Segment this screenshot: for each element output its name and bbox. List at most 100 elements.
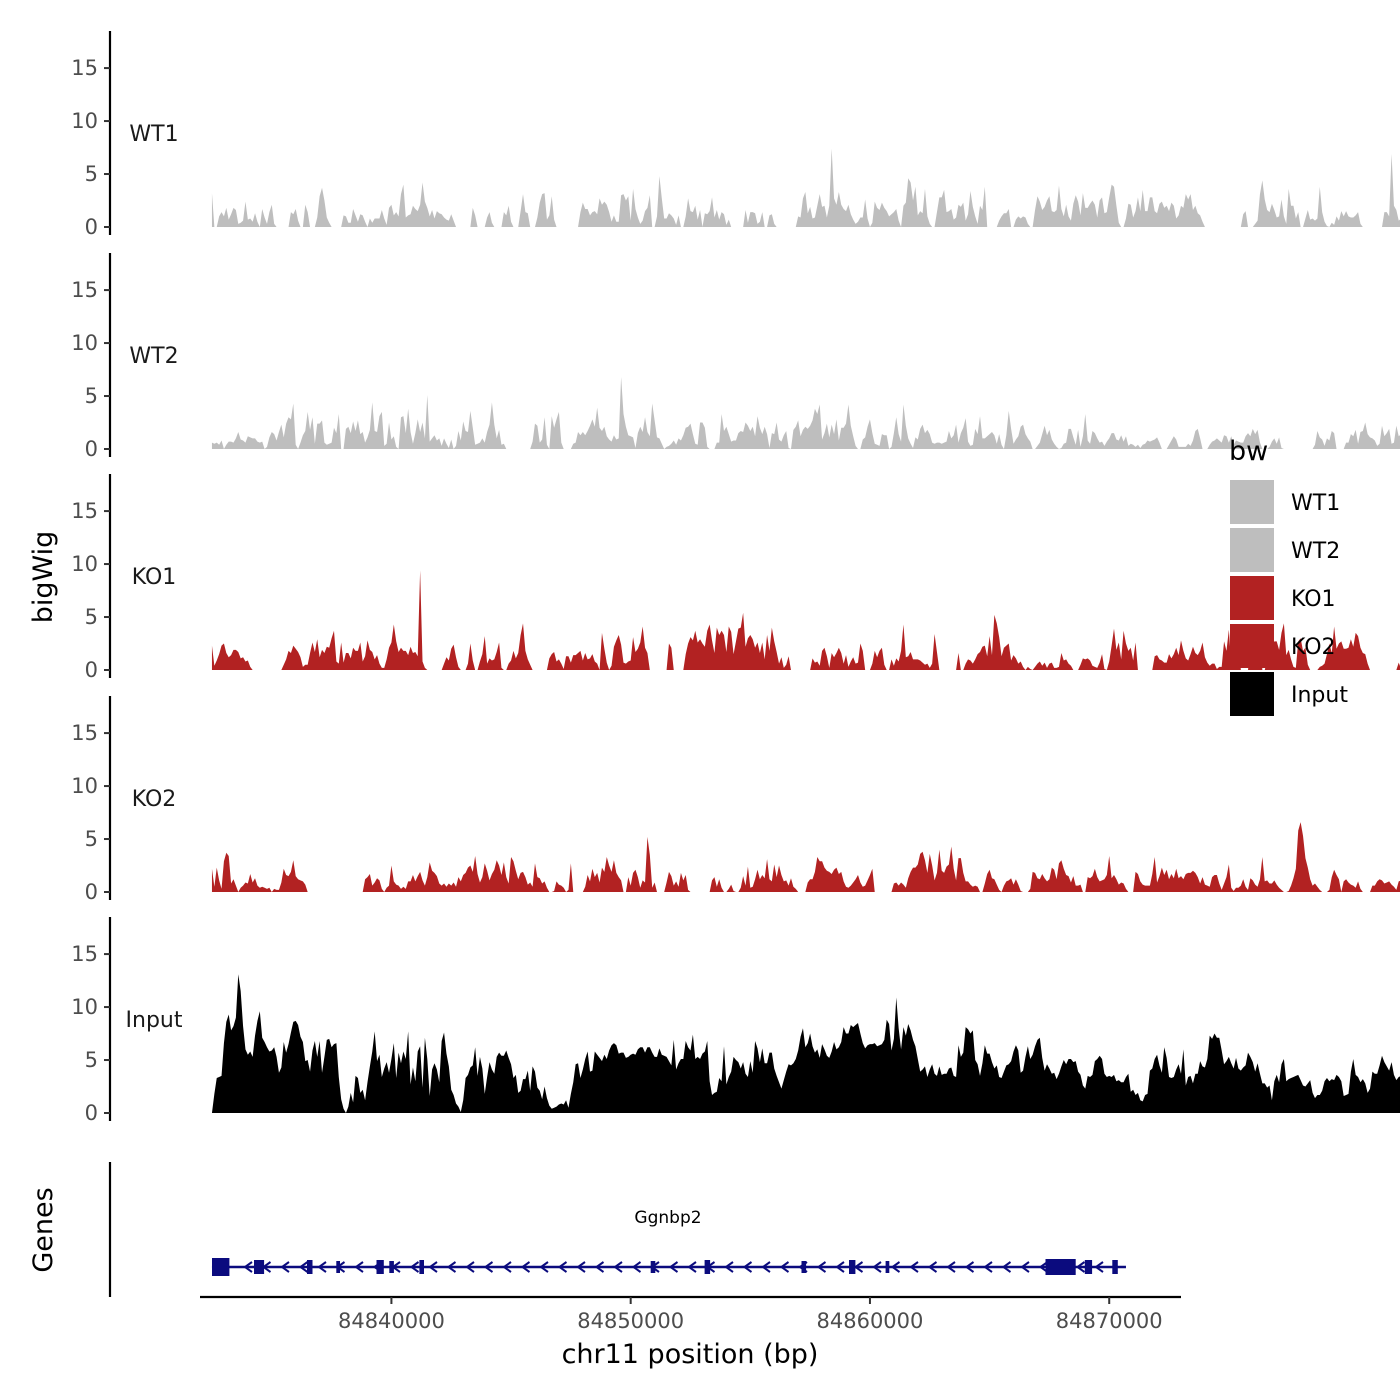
strand-arrow — [872, 1261, 882, 1273]
gene-track: Ggnbp2 — [108, 1162, 1126, 1297]
strand-arrow — [280, 1261, 290, 1273]
legend-swatch — [1230, 576, 1274, 620]
track-label: Input — [126, 1008, 183, 1033]
exon-block — [885, 1261, 890, 1273]
strand-arrow — [613, 1261, 623, 1273]
strand-arrow — [835, 1261, 845, 1273]
strand-arrow — [243, 1261, 253, 1273]
track-ko2: 0 5 10 15 KO2 — [71, 696, 1400, 904]
y-tick-label: 0 — [85, 658, 98, 682]
strand-arrow — [576, 1261, 586, 1273]
strand-arrow — [816, 1261, 827, 1273]
area-wt1 — [211, 148, 1400, 227]
track-label: KO1 — [132, 565, 177, 590]
strand-arrow — [354, 1261, 364, 1273]
strand-arrow — [1094, 1261, 1104, 1273]
y-axis-title: bigWig — [28, 531, 59, 624]
y-tick-label: 15 — [71, 721, 98, 745]
strand-arrow — [946, 1261, 956, 1273]
y-tick-label: 10 — [71, 774, 98, 798]
exon-block — [650, 1261, 656, 1273]
strand-arrow — [779, 1261, 790, 1273]
legend-swatch — [1230, 528, 1274, 572]
strand-arrow — [483, 1261, 494, 1273]
strand-arrow — [631, 1261, 642, 1273]
legend-swatch — [1230, 624, 1274, 668]
exon-block — [801, 1261, 807, 1273]
strand-arrow — [298, 1261, 309, 1273]
strand-arrow — [742, 1261, 753, 1273]
strand-arrow — [594, 1261, 605, 1273]
track-label: WT1 — [129, 122, 178, 147]
legend-entry-ko1: KO1 — [1230, 576, 1336, 620]
legend-swatch — [1230, 480, 1274, 524]
strand-arrow — [539, 1261, 549, 1273]
strand-arrow — [668, 1261, 679, 1273]
strand-arrow — [465, 1261, 475, 1273]
exon-block — [389, 1261, 394, 1273]
legend-label: WT2 — [1291, 539, 1340, 564]
track-label: WT2 — [129, 344, 178, 369]
y-tick-label: 0 — [85, 215, 98, 239]
exon-block — [336, 1261, 340, 1273]
strand-arrow — [1075, 1261, 1086, 1273]
strand-arrow — [1001, 1261, 1012, 1273]
strand-arrow — [687, 1261, 697, 1273]
legend-entry-input: Input — [1230, 672, 1348, 716]
track-input: 0 5 10 15 Input — [71, 917, 1400, 1125]
exon-block — [307, 1260, 313, 1274]
legend: WT1 WT2 KO1 KO2 Input — [1230, 480, 1348, 716]
genes-axis-title: Genes — [28, 1187, 59, 1272]
y-tick-label: 15 — [71, 942, 98, 966]
legend-label: KO1 — [1291, 587, 1336, 612]
y-tick-label: 10 — [71, 331, 98, 355]
strand-arrow — [428, 1261, 438, 1273]
strand-arrow — [557, 1261, 568, 1273]
y-tick-label: 5 — [85, 162, 98, 186]
track-wt1: 0 5 10 15 WT1 — [71, 31, 1400, 239]
legend-entry-wt1: WT1 — [1230, 480, 1340, 524]
x-tick-label: 84840000 — [338, 1309, 445, 1333]
y-tick-label: 5 — [85, 1048, 98, 1072]
strand-arrow — [890, 1261, 901, 1273]
y-tick-label: 10 — [71, 995, 98, 1019]
y-tick-label: 0 — [85, 437, 98, 461]
exon-block — [1045, 1259, 1076, 1275]
exon-block — [1084, 1260, 1093, 1274]
area-wt2 — [211, 376, 1400, 449]
y-tick-label: 15 — [71, 499, 98, 523]
exon-block — [419, 1260, 424, 1274]
y-tick-label: 0 — [85, 880, 98, 904]
exon-block — [254, 1260, 265, 1274]
track-wt2: 0 5 10 15 WT2 — [71, 253, 1400, 461]
exon-block — [376, 1260, 384, 1274]
strand-arrow — [317, 1261, 327, 1273]
legend-label: WT1 — [1291, 491, 1340, 516]
strand-arrow — [409, 1261, 420, 1273]
y-tick-label: 5 — [85, 827, 98, 851]
legend-entry-wt2: WT2 — [1230, 528, 1340, 572]
strand-arrow — [520, 1261, 531, 1273]
legend-entry-ko2: KO2 — [1230, 624, 1336, 668]
track-label: KO2 — [132, 787, 177, 812]
y-tick-label: 10 — [71, 552, 98, 576]
gene-name-label: Ggnbp2 — [634, 1208, 701, 1228]
y-tick-label: 5 — [85, 384, 98, 408]
exon-block — [704, 1260, 711, 1274]
y-tick-label: 5 — [85, 605, 98, 629]
gene-ggnbp2: Ggnbp2 — [211, 1208, 1126, 1276]
exon-block — [849, 1260, 856, 1274]
strand-arrow — [927, 1261, 938, 1273]
y-tick-label: 15 — [71, 56, 98, 80]
exon-block — [1112, 1260, 1118, 1274]
strand-arrow — [446, 1261, 457, 1273]
strand-arrow — [983, 1261, 993, 1273]
legend-title: bw — [1229, 436, 1268, 467]
track-ko1: 0 5 10 15 KO1 — [71, 474, 1400, 682]
strand-arrow — [761, 1261, 771, 1273]
strand-arrow — [909, 1261, 919, 1273]
strand-arrow — [502, 1261, 512, 1273]
y-tick-label: 15 — [71, 278, 98, 302]
x-axis: 84840000 84850000 84860000 84870000 — [200, 1295, 1181, 1333]
